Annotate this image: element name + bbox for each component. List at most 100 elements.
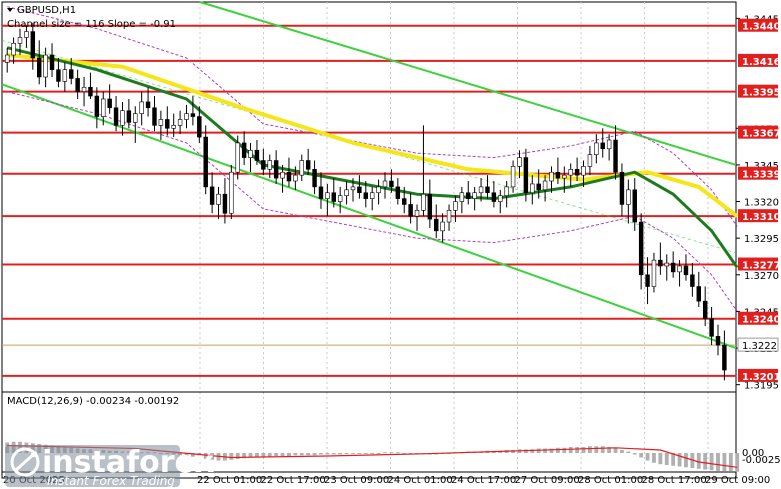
candle-body <box>658 259 663 267</box>
price-channel <box>1 1 737 349</box>
level-label-box <box>738 166 778 180</box>
macd-bar <box>210 453 215 460</box>
macd-bar <box>235 453 240 459</box>
candle-body <box>677 265 682 273</box>
candle-body <box>235 142 240 173</box>
candle-body <box>638 221 644 276</box>
macd-bar <box>568 447 573 453</box>
macd-signal <box>7 444 738 468</box>
macd-bar <box>287 453 291 456</box>
level-label: 1.3201 <box>742 372 781 383</box>
candle-body <box>56 69 61 82</box>
watermark-tagline: Instant Forex Trading <box>47 474 175 488</box>
candle-body <box>184 113 189 120</box>
level-label-box <box>738 125 778 139</box>
level-label-box <box>738 209 778 223</box>
chart-header: GBPUSD,H1 Channel size = 116 Slope = -0.… <box>7 5 176 30</box>
level-label-box <box>738 257 778 271</box>
macd-bar <box>306 453 311 456</box>
watermark-box <box>5 445 180 487</box>
candle-body <box>626 189 631 205</box>
price-tick-label: 1.3295 <box>744 234 779 245</box>
candle-body <box>709 318 714 337</box>
time-label: 24 Oct 01:00 <box>388 475 453 486</box>
candle-body <box>344 189 349 196</box>
level-label: 1.3240 <box>742 315 781 326</box>
macd-bar <box>293 453 298 456</box>
macd-bar <box>261 453 266 457</box>
candle-body <box>670 262 676 273</box>
candles <box>4 22 727 381</box>
level-label: 1.3395 <box>742 88 781 99</box>
candle-body <box>261 160 266 170</box>
candle-body <box>331 192 337 202</box>
candle-body <box>222 193 228 214</box>
candle-body <box>197 116 202 138</box>
candle-body <box>587 154 593 167</box>
candle-body <box>229 171 234 214</box>
macd-bar <box>696 453 701 469</box>
level-label: 1.3367 <box>742 129 781 140</box>
candle-body <box>542 180 548 191</box>
macd-bar <box>530 449 535 453</box>
macd-bar <box>735 453 740 472</box>
dropdown-triangle-icon[interactable] <box>7 8 13 12</box>
macd-bar <box>607 447 612 453</box>
candle-body <box>350 186 356 191</box>
macd-bar <box>555 447 560 453</box>
horizontal-levels <box>2 24 736 377</box>
candle-body <box>369 192 375 199</box>
macd-bar <box>581 447 586 453</box>
channel-info: Channel size = 116 Slope = -0.91 <box>7 19 176 30</box>
level-label: 1.3310 <box>742 212 781 223</box>
candle-body <box>280 171 285 179</box>
candle-body <box>421 193 426 211</box>
macd-bar <box>684 453 688 468</box>
candle-body <box>165 119 170 129</box>
candle-body <box>171 125 176 129</box>
candle-body <box>530 183 535 194</box>
candle-body <box>715 336 721 346</box>
candle-body <box>568 169 573 176</box>
macd-bar <box>363 453 368 454</box>
candle-body <box>81 86 87 92</box>
candle-body <box>286 171 292 182</box>
macd-label: MACD(12,26,9) -0.00234 -0.00192 <box>7 396 179 407</box>
candle-body <box>478 186 484 194</box>
candle-body <box>273 160 279 179</box>
candle-body <box>651 259 657 287</box>
candle-body <box>395 186 401 199</box>
instaforex-watermark: instaforex Instant Forex Trading <box>5 445 214 488</box>
candle-body <box>459 192 465 202</box>
candle-body <box>254 149 260 161</box>
macd-bar <box>331 453 336 455</box>
macd-bar <box>203 453 208 459</box>
time-label: 22 Oct 17:00 <box>261 475 326 486</box>
time-label: 24 Oct 17:00 <box>451 475 516 486</box>
level-label-box <box>738 311 778 325</box>
candle-body <box>389 180 394 188</box>
channel-lower-line <box>1 83 737 349</box>
macd-bar <box>575 447 580 453</box>
candle-body <box>43 54 48 78</box>
macd-bar <box>383 452 387 454</box>
level-labels: 1.3440 1.3416 1.3395 1.3367 1.3339 1.3310 1.32… <box>737 18 781 383</box>
current-price-box <box>737 337 779 352</box>
candle-body <box>510 166 516 188</box>
candle-body <box>645 274 650 287</box>
time-label: 29 Oct 09:00 <box>705 475 770 486</box>
macd-bar <box>620 450 624 453</box>
macd-bar <box>645 453 650 461</box>
price-pane-frame <box>1 1 737 479</box>
price-tick-label: 1.3345 <box>744 161 779 172</box>
candle-body <box>241 142 247 158</box>
macd-bar <box>677 453 682 467</box>
candle-body <box>36 57 42 78</box>
candle-body <box>75 78 80 92</box>
macd-bar <box>197 453 202 458</box>
current-price-label: 1.3222 <box>742 341 777 352</box>
candle-body <box>325 192 330 199</box>
macd-bar <box>267 453 272 457</box>
candle-body <box>293 174 298 182</box>
